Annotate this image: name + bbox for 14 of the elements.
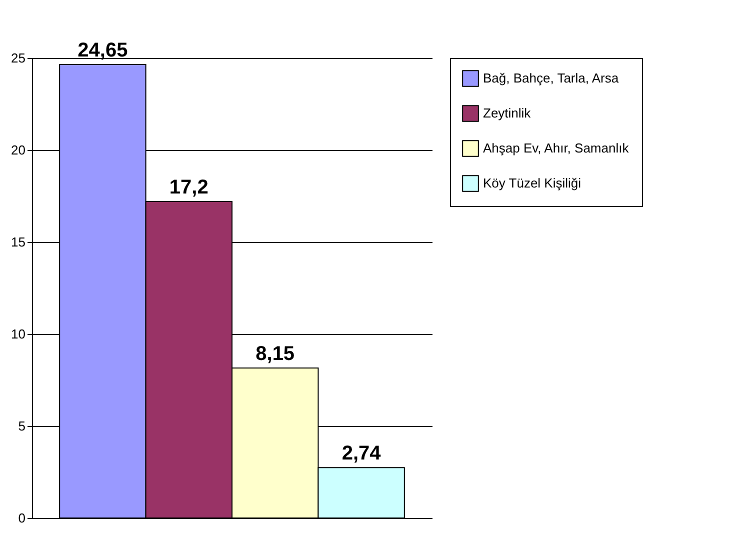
y-tick-label: 20 (11, 142, 26, 158)
y-tick-label: 10 (11, 326, 26, 342)
legend-label: Bağ, Bahçe, Tarla, Arsa (483, 70, 620, 86)
y-tick-label: 25 (11, 50, 26, 66)
y-tick-label: 5 (18, 418, 26, 434)
data-label: 2,74 (342, 442, 382, 465)
y-tick-label: 0 (18, 510, 26, 526)
data-label: 24,65 (78, 39, 128, 62)
legend-label: Ahşap Ev, Ahır, Samanlık (483, 140, 630, 156)
data-label: 8,15 (256, 343, 295, 366)
legend-label: Zeytinlik (483, 106, 532, 120)
data-label: 17,2 (169, 176, 208, 199)
legend-label: Köy Tüzel Kişiliği (483, 176, 582, 190)
y-tick-label: 15 (11, 234, 26, 250)
